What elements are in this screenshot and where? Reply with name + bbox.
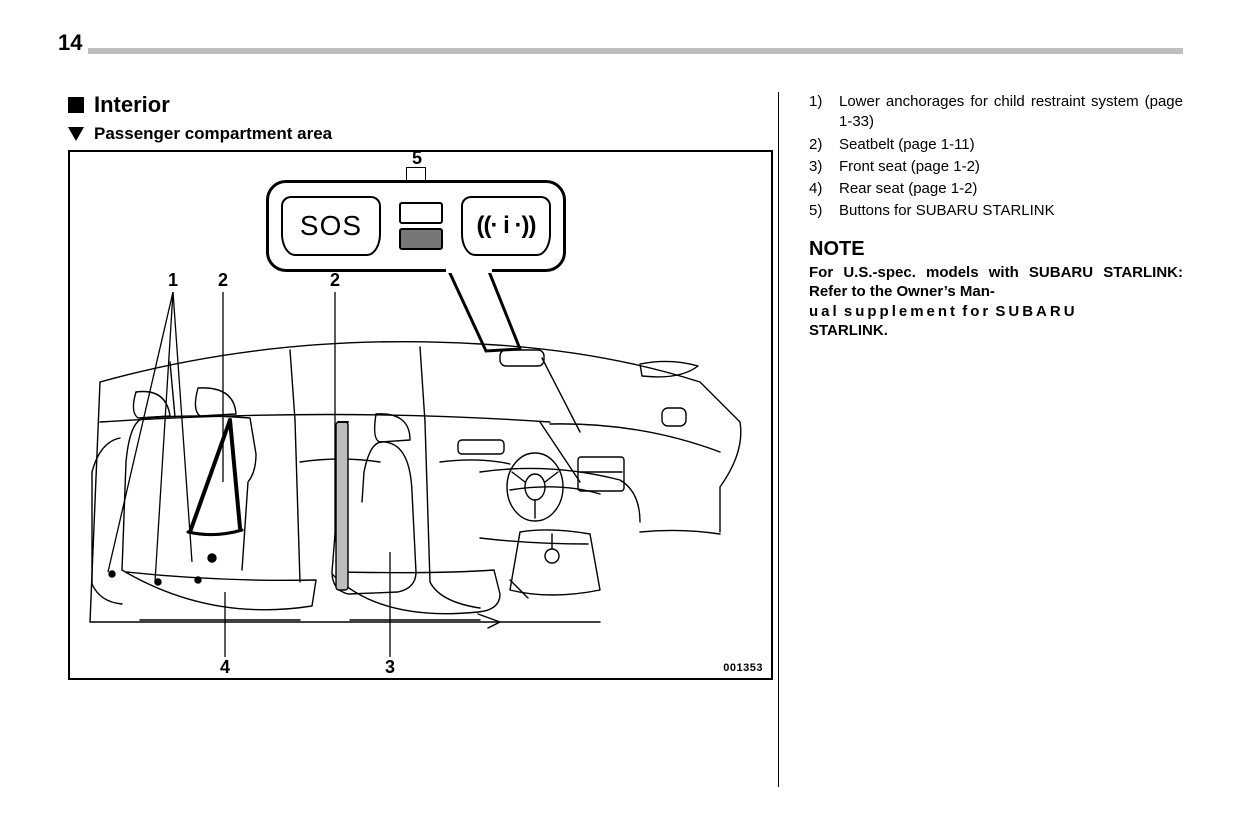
note-line-2c: for (962, 303, 991, 320)
left-column: Interior Passenger compartment area 5 SO… (68, 92, 778, 787)
legend-num: 1) (809, 92, 839, 133)
figure-code: 001353 (723, 662, 763, 674)
leader-5-h (406, 167, 426, 168)
indicator-lights (393, 196, 449, 256)
callout-5: 5 (412, 148, 422, 169)
info-button: ((· i ·)) (461, 196, 551, 256)
note-line-2d: SUBARU (995, 303, 1077, 320)
note-line-2a: ual (809, 303, 840, 320)
sos-button: SOS (281, 196, 381, 256)
legend-text: Front seat (page 1-2) (839, 157, 1183, 177)
sos-label: SOS (300, 210, 362, 242)
detail-inset-starlink: SOS ((· i ·)) (266, 180, 566, 272)
subsection-title: Passenger compartment area (94, 124, 332, 144)
legend-num: 5) (809, 201, 839, 221)
legend-item: 2)Seatbelt (page 1-11) (809, 135, 1183, 155)
callout-4: 4 (220, 657, 230, 678)
page-number-wrap: 14 (58, 30, 88, 56)
legend-item: 5)Buttons for SUBARU STARLINK (809, 201, 1183, 221)
right-column: 1)Lower anchorages for child restraint s… (778, 92, 1183, 787)
square-bullet-icon (68, 97, 84, 113)
legend-text: Buttons for SUBARU STARLINK (839, 201, 1183, 221)
callout-2a: 2 (218, 270, 228, 291)
legend-item: 3)Front seat (page 1-2) (809, 157, 1183, 177)
legend-num: 3) (809, 157, 839, 177)
section-title: Interior (94, 92, 170, 118)
legend-item: 4)Rear seat (page 1-2) (809, 179, 1183, 199)
legend-list: 1)Lower anchorages for child restraint s… (809, 92, 1183, 222)
legend-text: Rear seat (page 1-2) (839, 179, 1183, 199)
triangle-bullet-icon (68, 127, 84, 141)
note-heading: NOTE (809, 238, 1183, 261)
content-columns: Interior Passenger compartment area 5 SO… (68, 92, 1183, 787)
legend-text: Seatbelt (page 1-11) (839, 135, 1183, 155)
leader-5-v2 (425, 167, 426, 181)
note-line-3: STARLINK. (809, 322, 888, 339)
callout-2b: 2 (330, 270, 340, 291)
callout-1: 1 (168, 270, 178, 291)
legend-text: Lower anchorages for child restraint sys… (839, 92, 1183, 133)
legend-num: 2) (809, 135, 839, 155)
note-line-2b: supplement (844, 303, 958, 320)
note-body: For U.S.-spec. models with SUBARU STARLI… (809, 263, 1183, 341)
callout-3: 3 (385, 657, 395, 678)
legend-num: 4) (809, 179, 839, 199)
note-line-1: For U.S.-spec. models with SUBARU STARLI… (809, 264, 1183, 301)
info-label: ((· i ·)) (477, 212, 536, 240)
figure-interior: 5 SOS ((· i ·)) (68, 150, 773, 680)
leader-5-v1 (406, 167, 407, 181)
section-heading: Interior (68, 92, 778, 118)
header-rule (58, 48, 1183, 54)
subsection-heading: Passenger compartment area (68, 124, 778, 144)
legend-item: 1)Lower anchorages for child restraint s… (809, 92, 1183, 133)
indicator-bottom (399, 228, 443, 250)
indicator-top (399, 202, 443, 224)
car-illustration (80, 322, 760, 652)
page-number: 14 (58, 30, 82, 55)
